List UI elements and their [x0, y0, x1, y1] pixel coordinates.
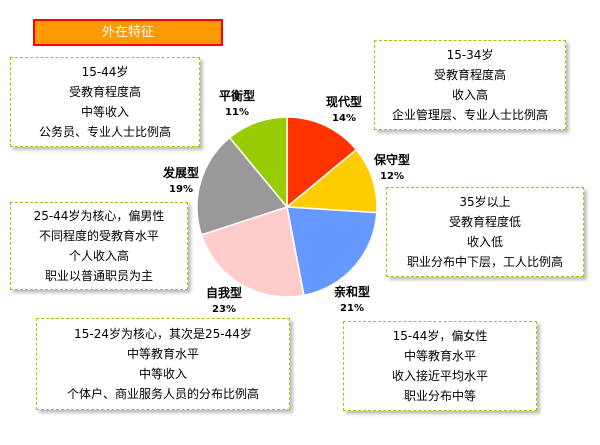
- box-line: 15-34岁: [446, 48, 494, 62]
- slice-percent-label: 21%: [340, 303, 364, 314]
- slice-name-label: 自我型: [206, 285, 242, 300]
- box-line: 15-44岁: [81, 65, 129, 79]
- box-line: 中等教育水平: [403, 349, 476, 363]
- pie-slice-5: [196, 136, 289, 236]
- box-line: 中等教育水平: [126, 347, 199, 361]
- box-line: 受教育程度低: [448, 215, 521, 229]
- slice-name-label: 保守型: [373, 152, 410, 167]
- box-develop: 25-44岁为核心，偏男性 不同程度的受教育水平 个人收入高 职业以普通职员为主: [10, 202, 188, 290]
- slice-percent-label: 12%: [380, 171, 404, 182]
- header-title: 外在特征: [33, 19, 223, 46]
- slice-percent-label: 11%: [225, 107, 249, 118]
- box-line: 35岁以上: [459, 195, 511, 209]
- box-line: 收入接近平均水平: [391, 369, 488, 383]
- slice-name-label: 亲和型: [334, 284, 370, 299]
- box-line: 不同程度的受教育水平: [38, 229, 159, 243]
- box-line: 收入高: [451, 88, 488, 102]
- box-line: 中等收入: [138, 367, 187, 381]
- box-line: 职业分布中等: [403, 389, 476, 403]
- box-line: 25-44岁为核心，偏男性: [33, 209, 165, 223]
- box-line: 15-44岁，偏女性: [392, 329, 488, 343]
- slice-name-label: 平衡型: [219, 88, 255, 103]
- pie-slice-2: [285, 148, 378, 214]
- box-conservative: 35岁以上 受教育程度低 收入低 职业分布中下层，工人比例高: [386, 187, 584, 277]
- slice-percent-label: 23%: [212, 304, 236, 315]
- box-line: 个人收入高: [68, 249, 129, 263]
- box-affinity: 15-44岁，偏女性 中等教育水平 收入接近平均水平 职业分布中等: [343, 321, 537, 411]
- box-line: 收入低: [466, 235, 503, 249]
- pie-slice-1: [286, 116, 358, 209]
- box-line: 公务员、专业人士比例高: [38, 125, 171, 139]
- box-modern: 15-34岁 受教育程度高 收入高 企业管理层、专业人士比例高: [374, 40, 566, 130]
- box-line: 企业管理层、专业人士比例高: [391, 108, 548, 122]
- box-balance: 15-44岁 受教育程度高 中等收入 公务员、专业人士比例高: [10, 57, 200, 147]
- box-line: 15-24岁为核心，其次是25-44岁: [74, 327, 252, 341]
- box-line: 受教育程度高: [68, 85, 141, 99]
- box-line: 受教育程度高: [433, 68, 506, 82]
- pie-slice-3: [286, 206, 378, 297]
- box-line: 职业分布中下层，工人比例高: [406, 255, 563, 269]
- box-line: 个体户、商业服务人员的分布比例高: [66, 387, 259, 401]
- pie-slice-6: [228, 116, 288, 210]
- slice-name-label: 发展型: [162, 165, 199, 180]
- pie-slice-4: [200, 206, 305, 298]
- box-line: 中等收入: [80, 105, 129, 119]
- box-self: 15-24岁为核心，其次是25-44岁 中等教育水平 中等收入 个体户、商业服务…: [36, 318, 290, 410]
- slice-percent-label: 19%: [169, 184, 193, 195]
- slice-name-label: 现代型: [326, 94, 362, 109]
- box-line: 职业以普通职员为主: [44, 269, 153, 283]
- slice-percent-label: 14%: [332, 113, 356, 124]
